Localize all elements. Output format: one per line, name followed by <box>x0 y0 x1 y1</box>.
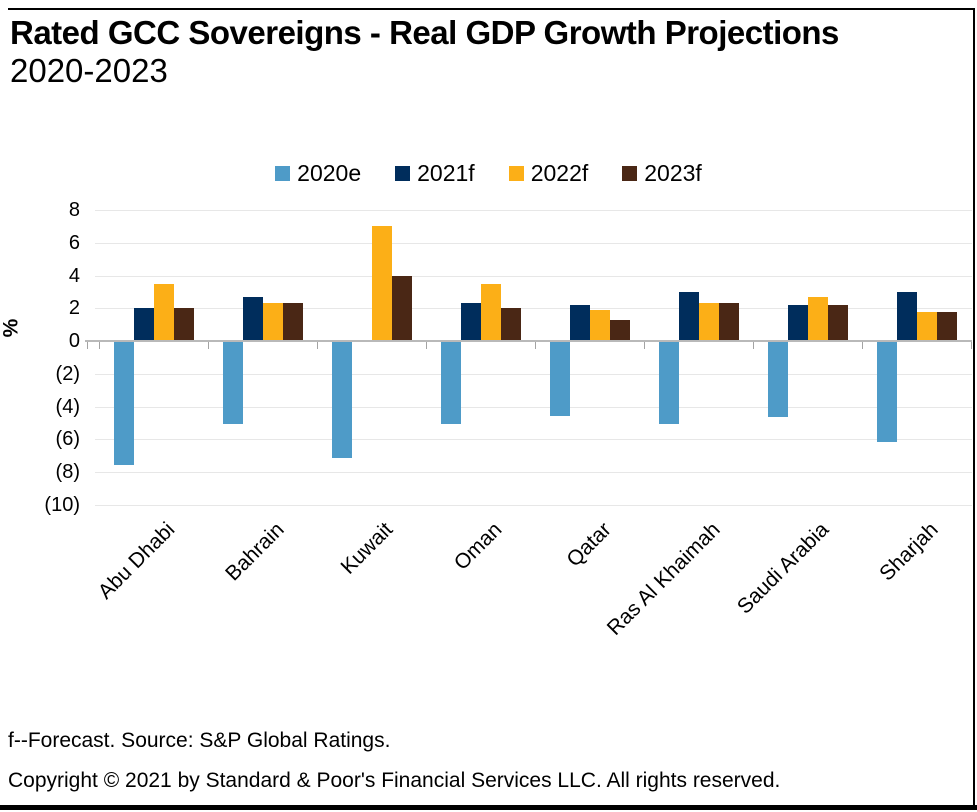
gridline--6 <box>95 439 972 441</box>
x-axis-label-bahrain: Bahrain <box>221 518 289 586</box>
x-axis-label-kuwait: Kuwait <box>336 518 398 579</box>
gridline--10 <box>95 505 972 506</box>
bar-2020e-kuwait <box>331 342 352 459</box>
legend-swatch-icon <box>508 166 524 181</box>
x-axis-tick <box>208 342 209 350</box>
x-axis-tick <box>644 342 645 350</box>
x-axis-tick <box>99 342 100 350</box>
bar-2022f-qatar <box>589 310 610 342</box>
bar-2022f-oman <box>480 283 501 342</box>
x-axis-tick <box>753 342 754 350</box>
bar-2020e-ras-al-khaimah <box>658 342 679 424</box>
bar-2021f-qatar <box>569 305 590 342</box>
bar-2022f-abu-dhabi <box>153 283 174 342</box>
bar-2020e-abu-dhabi <box>113 342 134 465</box>
legend-item-2021f: 2021f <box>395 160 475 187</box>
bar-2022f-ras-al-khaimah <box>698 303 719 342</box>
bar-2023f-bahrain <box>282 303 303 342</box>
bar-2020e-qatar <box>549 342 570 416</box>
x-axis-label-ras-al-khaimah: Ras Al Khaimah <box>602 518 725 640</box>
legend-swatch-icon <box>395 166 411 181</box>
bar-2022f-bahrain <box>262 303 283 342</box>
bar-2021f-oman <box>460 303 481 342</box>
chart-subtitle: 2020-2023 <box>10 52 168 89</box>
gridline--4 <box>95 406 972 408</box>
bar-2022f-saudi-arabia <box>807 296 828 342</box>
bar-2023f-ras-al-khaimah <box>718 303 739 342</box>
x-axis-tick <box>535 342 536 350</box>
bar-2020e-oman <box>440 342 461 424</box>
y-axis-tick-label: (4) <box>55 395 80 418</box>
bar-2021f-bahrain <box>242 296 263 342</box>
legend-swatch-icon <box>622 166 638 181</box>
bar-2023f-qatar <box>609 319 630 342</box>
bar-2021f-abu-dhabi <box>133 308 154 342</box>
bar-2021f-ras-al-khaimah <box>678 291 699 342</box>
bar-2020e-sharjah <box>876 342 897 443</box>
x-axis-line <box>85 340 972 343</box>
x-axis-tick <box>426 342 427 350</box>
copyright-note: Copyright © 2021 by Standard & Poor's Fi… <box>8 769 781 792</box>
legend-item-2020e: 2020e <box>275 160 361 187</box>
legend-item-2023f: 2023f <box>622 160 702 187</box>
legend: 2020e 2021f 2022f 2023f <box>0 160 977 187</box>
x-axis-tick <box>87 342 88 350</box>
legend-label: 2021f <box>417 160 475 186</box>
bar-2020e-saudi-arabia <box>767 342 788 418</box>
bar-2023f-kuwait <box>391 275 412 342</box>
legend-swatch-icon <box>275 166 291 181</box>
footer-block: f--Forecast. Source: S&P Global Ratings.… <box>8 728 968 794</box>
y-axis-tick-label: 8 <box>68 199 80 221</box>
bar-2021f-saudi-arabia <box>787 305 808 342</box>
legend-label: 2020e <box>297 160 362 186</box>
gridline-2 <box>95 308 972 310</box>
x-axis-tick <box>971 342 972 350</box>
y-axis-tick-label: (8) <box>55 461 80 484</box>
x-axis-label-qatar: Qatar <box>562 518 616 572</box>
chart-title: Rated GCC Sovereigns - Real GDP Growth P… <box>10 14 839 51</box>
gridline--2 <box>95 373 972 375</box>
legend-label: 2023f <box>644 160 702 186</box>
legend-label: 2022f <box>530 160 589 186</box>
x-axis-tick <box>862 342 863 350</box>
bar-2020e-bahrain <box>222 342 243 424</box>
bar-2023f-saudi-arabia <box>827 305 848 342</box>
y-axis-tick-label: 0 <box>68 330 80 353</box>
y-axis-tick-label: 6 <box>68 231 80 254</box>
y-axis-tick-label: 4 <box>68 264 80 287</box>
legend-item-2022f: 2022f <box>508 160 589 187</box>
x-axis-label-saudi-arabia: Saudi Arabia <box>733 518 834 619</box>
y-axis-tick-label: 2 <box>68 297 80 320</box>
x-axis-label-sharjah: Sharjah <box>875 518 943 586</box>
footer-note: f--Forecast. Source: S&P Global Ratings. <box>8 729 391 752</box>
bar-2023f-abu-dhabi <box>173 308 194 342</box>
bar-2022f-sharjah <box>916 311 937 342</box>
bar-2022f-kuwait <box>371 226 392 342</box>
gridline-8 <box>95 210 972 211</box>
bar-2023f-sharjah <box>936 311 957 342</box>
y-axis-tick-label: (6) <box>55 428 80 451</box>
title-block: Rated GCC Sovereigns - Real GDP Growth P… <box>10 14 960 90</box>
y-axis-tick-label: (10) <box>44 494 80 516</box>
frame-border-right <box>973 8 975 807</box>
x-axis-label-abu-dhabi: Abu Dhabi <box>94 518 180 604</box>
gridline-6 <box>95 242 972 244</box>
frame-border-top <box>8 8 974 10</box>
gridline-4 <box>95 275 972 277</box>
bar-2021f-sharjah <box>896 291 917 342</box>
x-axis-label-oman: Oman <box>450 518 507 575</box>
bar-2023f-oman <box>500 308 521 342</box>
frame-border-bottom <box>0 805 977 810</box>
gridline--8 <box>95 472 972 474</box>
x-axis-tick <box>317 342 318 350</box>
y-axis-tick-label: (2) <box>55 362 80 385</box>
